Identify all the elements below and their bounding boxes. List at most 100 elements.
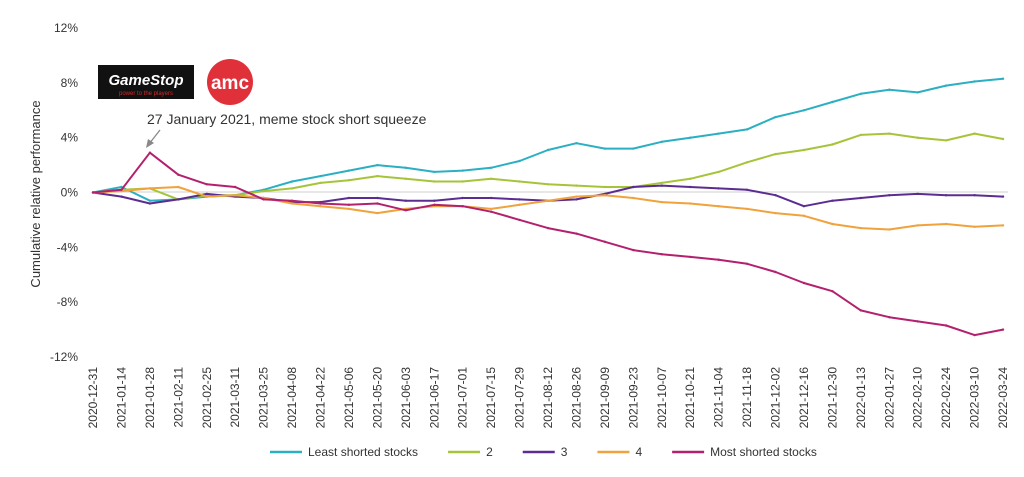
data-point	[603, 240, 607, 243]
data-point	[489, 210, 493, 213]
data-point	[347, 207, 351, 211]
amc-logo: amc	[207, 59, 253, 105]
data-point	[689, 202, 692, 205]
data-point	[234, 194, 237, 197]
x-tick-label: 2021-08-12	[541, 367, 555, 429]
data-point	[177, 198, 180, 201]
gamestop-logo-tagline: power to the players	[119, 91, 173, 97]
x-tick-label: 2021-05-06	[342, 367, 356, 429]
data-point	[376, 163, 379, 167]
data-point	[831, 222, 834, 226]
x-tick-label: 2021-03-11	[228, 367, 242, 428]
legend-label: 4	[635, 445, 642, 459]
y-axis-label: Cumulative relative performance	[28, 100, 43, 287]
data-point	[859, 196, 862, 200]
data-point	[376, 196, 379, 200]
x-tick-label: 2021-03-25	[257, 367, 271, 429]
data-point	[205, 183, 208, 186]
data-point	[148, 199, 152, 202]
data-point	[831, 100, 834, 104]
data-point	[831, 290, 834, 293]
data-point	[774, 270, 777, 274]
data-point	[888, 228, 891, 231]
series-lines	[91, 77, 1005, 337]
data-point	[888, 194, 891, 197]
data-point	[205, 192, 208, 196]
x-tick-label: 2021-11-18	[740, 367, 754, 428]
data-point	[546, 226, 550, 230]
data-point	[632, 147, 635, 150]
data-point	[859, 92, 862, 96]
x-tick-label: 2022-02-24	[939, 367, 953, 429]
data-point	[660, 184, 663, 187]
data-point	[831, 199, 834, 202]
x-tick-label: 2022-03-10	[968, 367, 982, 429]
x-tick-label: 2021-09-23	[626, 367, 640, 429]
data-point	[518, 203, 521, 206]
data-point	[347, 169, 351, 172]
data-point	[347, 203, 351, 206]
x-tick-label: 2022-02-10	[911, 367, 925, 429]
data-point	[802, 281, 806, 285]
x-tick-label: 2021-06-17	[427, 367, 441, 429]
data-point	[802, 148, 806, 152]
x-tick-label: 2021-11-04	[712, 367, 726, 428]
annotation: 27 January 2021, meme stock short squeez…	[146, 111, 427, 148]
data-point	[376, 174, 379, 178]
data-point	[376, 211, 379, 215]
data-point	[1001, 328, 1005, 331]
data-point	[433, 180, 436, 183]
data-point	[660, 140, 663, 143]
data-point	[802, 205, 806, 208]
data-point	[603, 185, 607, 189]
amc-logo-name: amc	[211, 73, 249, 94]
data-point	[404, 177, 407, 180]
data-point	[717, 170, 720, 174]
data-point	[944, 84, 948, 87]
data-point	[717, 132, 720, 135]
data-point	[1001, 224, 1005, 227]
data-point	[120, 188, 123, 191]
data-point	[518, 180, 521, 183]
data-point	[546, 148, 550, 152]
data-point	[859, 226, 862, 230]
data-point	[689, 177, 692, 180]
x-tick-label: 2021-04-22	[314, 367, 328, 429]
data-point	[546, 199, 550, 202]
y-tick-label: -8%	[57, 295, 79, 309]
data-point	[745, 207, 749, 211]
data-point	[973, 194, 976, 197]
data-point	[91, 191, 95, 194]
series-line-5	[92, 151, 1004, 337]
data-point	[575, 195, 578, 198]
data-point	[120, 195, 123, 198]
data-point	[319, 205, 322, 208]
data-point	[916, 320, 919, 323]
data-point	[518, 218, 521, 222]
data-point	[660, 253, 663, 256]
data-point	[745, 161, 749, 164]
data-point	[148, 151, 152, 154]
data-point	[319, 202, 322, 205]
annotation-text: 27 January 2021, meme stock short squeez…	[147, 111, 427, 127]
y-axis-ticks: -12% -8% -4% 0% 4% 8% 12%	[50, 21, 78, 364]
x-tick-label: 2021-01-28	[143, 367, 157, 429]
data-point	[290, 187, 294, 190]
data-point	[831, 143, 834, 146]
x-tick-label: 2021-10-07	[655, 367, 669, 429]
x-tick-label: 2022-03-24	[996, 367, 1010, 429]
data-point	[632, 248, 635, 252]
data-point	[404, 199, 407, 202]
data-point	[859, 309, 862, 312]
data-point	[774, 115, 777, 119]
data-point	[319, 181, 322, 185]
x-tick-label: 2021-08-26	[569, 367, 583, 429]
data-point	[916, 192, 919, 196]
data-point	[205, 195, 208, 198]
data-point	[489, 166, 493, 169]
x-tick-label: 2020-12-31	[86, 367, 100, 429]
data-point	[944, 194, 948, 197]
data-point	[802, 214, 806, 217]
legend-label: Least shorted stocks	[308, 445, 418, 459]
